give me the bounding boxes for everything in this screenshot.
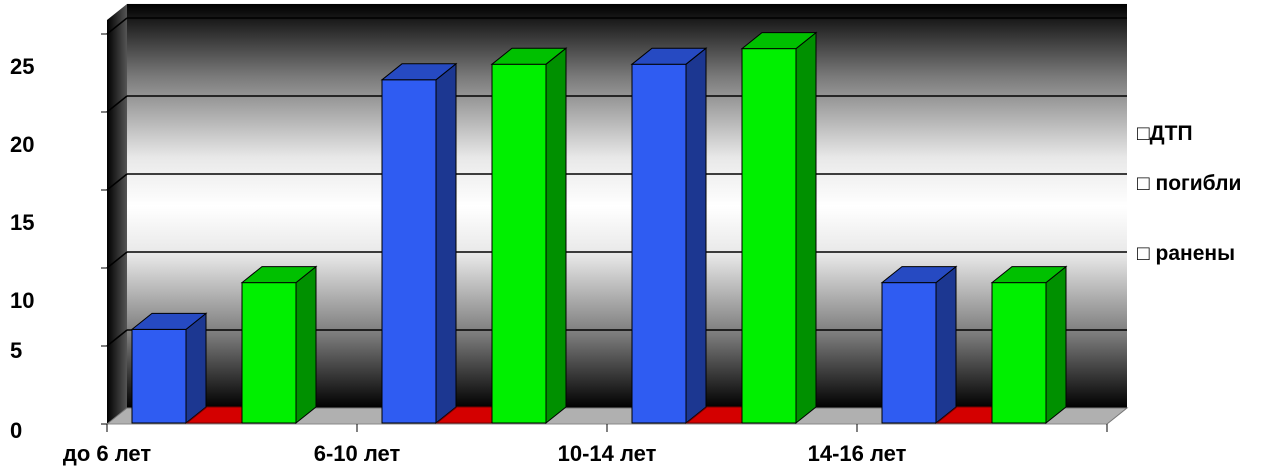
x-tick-label: 6-10 лет [314, 441, 401, 466]
y-axis-ticks: 0 5 10 15 20 25 [10, 33, 107, 443]
bar-side [545, 47, 567, 425]
bars [130, 31, 1068, 425]
bar-side [935, 265, 957, 425]
bar-side [685, 47, 707, 425]
gridline-side [106, 95, 128, 113]
bar-top [130, 312, 208, 330]
bar-side [295, 265, 317, 425]
x-tick-label: 14-16 лет [808, 441, 907, 466]
bar-2-0 [240, 265, 318, 425]
y-tick-label: 10 [10, 288, 34, 313]
bar-top [240, 266, 318, 284]
y-tick-label: 5 [10, 338, 22, 363]
bar-front [381, 79, 437, 424]
y-tick-label: 15 [10, 210, 34, 235]
bar-front [131, 328, 187, 424]
gridline-side [106, 173, 128, 191]
bar-0-1 [380, 62, 458, 425]
legend-entry: □ДТП [1137, 122, 1193, 145]
gridline-side [106, 17, 128, 35]
y-tick-label: 20 [10, 132, 34, 157]
x-axis-ticks: до 6 лет 6-10 лет 10-14 лет 14-16 лет [63, 424, 1108, 466]
bar-side [1045, 265, 1067, 425]
bar-front [881, 282, 937, 424]
bar-front [491, 63, 547, 424]
bar-front [741, 48, 797, 424]
bar-2-2 [740, 31, 818, 425]
bar-side [185, 312, 207, 425]
x-tick-label: 10-14 лет [558, 441, 657, 466]
legend-entry: □ погибли [1137, 172, 1241, 195]
gridline-side [106, 251, 128, 269]
bar-front [991, 282, 1047, 424]
bar-side [435, 62, 457, 425]
bar-top [630, 47, 708, 65]
bar-top [990, 266, 1068, 284]
bar-2-1 [490, 47, 568, 425]
bar-0-0 [130, 312, 208, 425]
bar-top [740, 32, 818, 50]
chart-floor [105, 407, 1129, 425]
bar-top [880, 266, 958, 284]
legend: □ДТП □ погибли □ ранены [1137, 122, 1241, 265]
side-wall [107, 3, 127, 425]
bar-0-2 [630, 47, 708, 425]
y-tick-label: 0 [10, 418, 22, 443]
legend-entry: □ ранены [1137, 242, 1235, 265]
gridlines [106, 17, 1127, 347]
bar-2-3 [990, 265, 1068, 425]
x-tick-label: до 6 лет [63, 441, 151, 466]
bar-top [490, 47, 568, 65]
bar-front [631, 63, 687, 424]
bar-top [380, 63, 458, 81]
bar-side [795, 31, 817, 425]
bar-0-3 [880, 265, 958, 425]
gridline-side [106, 329, 128, 347]
y-tick-label: 25 [10, 54, 34, 79]
bar-front [241, 282, 297, 424]
